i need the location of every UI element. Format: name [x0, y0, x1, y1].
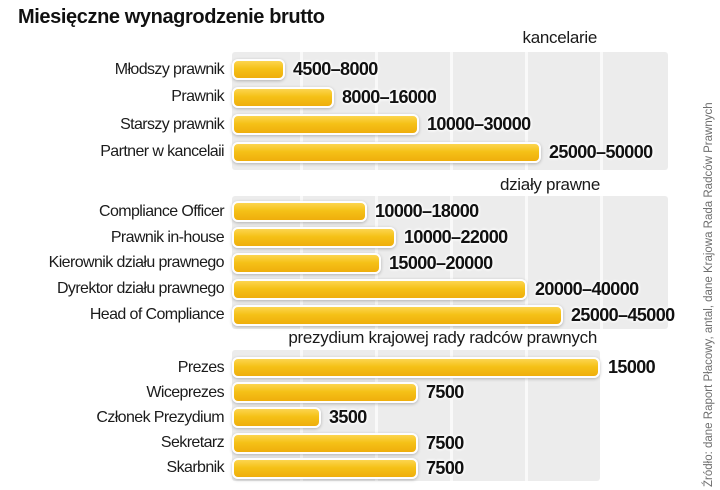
bar-row: Dyrektor działu prawnego 20000–40000 — [0, 276, 720, 302]
bar-row: Head of Compliance 25000–45000 — [0, 302, 720, 328]
section-label-kancelarie: kancelarie — [522, 28, 598, 47]
row-value: 10000–18000 — [375, 201, 479, 222]
row-value: 15000–20000 — [389, 252, 493, 273]
value-bar — [232, 86, 334, 108]
row-label: Młodszy prawnik — [114, 60, 225, 78]
row-label: Partner w kancelaii — [100, 143, 224, 161]
value-bar — [232, 457, 418, 479]
bar-rows: Compliance Officer 10000–18000 Prawnik in-… — [0, 199, 720, 328]
chart-title: Miesięczne wynagrodzenie brutto — [18, 6, 325, 28]
row-value: 7500 — [426, 382, 464, 403]
value-bar — [232, 357, 600, 379]
bar-row: Młodszy prawnik 4500–8000 — [0, 56, 720, 84]
row-label: Skarbnik — [166, 459, 225, 477]
value-bar — [232, 59, 285, 81]
row-value: 10000–22000 — [404, 227, 508, 248]
row-label: Dyrektor działu prawnego — [56, 280, 225, 298]
value-bar — [232, 114, 419, 136]
row-value: 15000 — [608, 357, 656, 378]
row-value: 10000–30000 — [427, 114, 531, 135]
row-label: Kierownik działu prawnego — [48, 254, 225, 272]
value-bar — [232, 201, 367, 223]
section-label-dzialy-prawne: działy prawne — [499, 175, 600, 194]
section-label-prezydium: prezydium krajowej rady radców prawnych — [288, 328, 597, 347]
value-bar — [232, 407, 321, 429]
bar-row: Starszy prawnik 10000–30000 — [0, 111, 720, 139]
bar-row: Prezes 15000 — [0, 355, 720, 380]
bar-row: Sekretarz 7500 — [0, 431, 720, 456]
row-value: 20000–40000 — [535, 278, 639, 299]
row-value: 7500 — [426, 432, 464, 453]
row-label: Head of Compliance — [89, 306, 225, 324]
row-label: Sekretarz — [160, 434, 225, 452]
row-label: Prawnik — [171, 88, 224, 106]
bar-row: Prawnik 8000–16000 — [0, 84, 720, 112]
row-label: Wiceprezes — [146, 383, 224, 401]
bar-row: Skarbnik 7500 — [0, 456, 720, 481]
row-label: Starszy prawnik — [120, 115, 225, 133]
bar-row: Prawnik in-house 10000–22000 — [0, 225, 720, 251]
row-label: Członek Prezydium — [96, 408, 224, 426]
row-value: 25000–45000 — [571, 304, 675, 325]
row-value: 25000–50000 — [549, 141, 653, 162]
row-label: Compliance Officer — [99, 202, 225, 220]
value-bar — [232, 252, 381, 274]
row-value: 4500–8000 — [293, 59, 378, 80]
row-value: 3500 — [329, 407, 367, 428]
bar-row: Partner w kancelaii 25000–50000 — [0, 139, 720, 167]
row-value: 7500 — [426, 457, 464, 478]
value-bar — [232, 382, 418, 404]
bar-rows: Prezes 15000 Wiceprezes 7500 Członek Prezydi… — [0, 355, 720, 481]
value-bar — [232, 432, 418, 454]
value-bar — [232, 278, 527, 300]
value-bar — [232, 227, 396, 249]
bar-rows: Młodszy prawnik 4500–8000 Prawnik 8000–1600… — [0, 56, 720, 166]
row-label: Prezes — [177, 358, 225, 376]
source-credit: Źródło: dane Raport Płacowy, antal, dane… — [703, 102, 715, 487]
value-bar — [232, 141, 541, 163]
bar-row: Kierownik działu prawnego 15000–20000 — [0, 251, 720, 277]
value-bar — [232, 304, 563, 326]
bar-row: Członek Prezydium 3500 — [0, 405, 720, 430]
row-label: Prawnik in-house — [110, 228, 225, 246]
row-value: 8000–16000 — [342, 86, 437, 107]
bar-row: Compliance Officer 10000–18000 — [0, 199, 720, 225]
bar-row: Wiceprezes 7500 — [0, 380, 720, 405]
